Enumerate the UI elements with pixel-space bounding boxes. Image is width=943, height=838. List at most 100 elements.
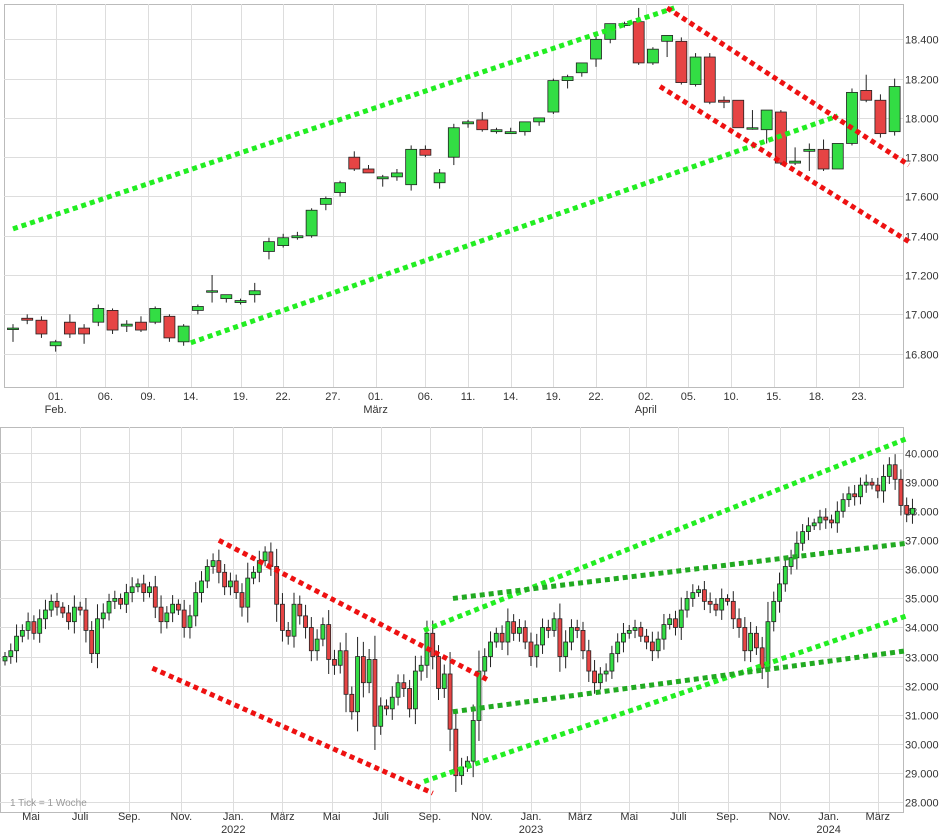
candle-down [898, 478, 904, 506]
candle-up [191, 306, 204, 311]
y-tick-label: 34.000 [905, 623, 939, 635]
candle-up [910, 507, 915, 515]
y-tick-label: 17.000 [905, 310, 939, 322]
candle-down [303, 615, 308, 628]
candle-up [234, 300, 247, 303]
candle-up [441, 673, 447, 689]
candle-up [886, 464, 892, 477]
candle-up [800, 531, 806, 544]
candle-down [158, 606, 164, 623]
candle-down [436, 656, 441, 689]
candle-up [7, 327, 19, 330]
x-tick-label: 02. [638, 391, 653, 403]
candle-up [561, 76, 574, 81]
y-tick-label: 29.000 [905, 769, 939, 781]
candle-up [647, 48, 659, 64]
candle-up [519, 121, 531, 133]
x-tick-sublabel: April [635, 404, 657, 416]
candle-down [511, 621, 517, 634]
candle-up [206, 290, 218, 293]
candle-up [395, 682, 401, 698]
candle-up [123, 592, 129, 605]
candle-down [557, 618, 563, 657]
candle-up [661, 624, 667, 640]
candle-down [592, 670, 597, 684]
trendline-up [452, 540, 907, 601]
candle-down [21, 317, 34, 321]
candle-up [412, 670, 418, 710]
x-tick-label: 27. [325, 391, 340, 403]
candle-up [120, 323, 133, 327]
candle-down [308, 627, 314, 652]
x-tick-label: Juli [670, 811, 687, 823]
x-tick-label: 06. [98, 391, 113, 403]
candle-down [649, 641, 655, 652]
x-tick-label: 05. [681, 391, 696, 403]
candle-up [488, 641, 493, 657]
candle-down [83, 609, 89, 631]
candle-up [615, 641, 621, 655]
candle-down [349, 693, 355, 713]
candle-up [789, 160, 801, 164]
candle-up [391, 172, 403, 178]
candle-down [860, 90, 873, 101]
trendline-down [658, 84, 911, 244]
candle-up [376, 176, 389, 180]
candle-up [204, 566, 210, 582]
x-tick-label: 01. [48, 391, 63, 403]
candle-down [54, 600, 60, 608]
candle-up [319, 198, 332, 205]
y-tick-label: 17.600 [905, 192, 939, 204]
y-tick-label: 18.400 [905, 35, 939, 47]
candle-up [476, 670, 482, 721]
x-tick-label: 19. [546, 391, 561, 403]
candle-up [100, 612, 106, 620]
candle-up [811, 522, 817, 527]
candle-down [141, 583, 147, 594]
candle-down [476, 119, 489, 131]
x-tick-label: Jan. [223, 811, 244, 823]
candle-up [337, 650, 343, 666]
candle-down [233, 580, 239, 594]
y-tick-label: 32.000 [905, 682, 939, 694]
candle-down [372, 659, 378, 727]
candle-up [834, 510, 840, 524]
x-tick-label: 14. [183, 391, 198, 403]
candle-up [788, 557, 794, 567]
candle-up [170, 603, 176, 614]
candle-up [470, 720, 476, 762]
candle-up [719, 598, 725, 611]
candle-down [638, 627, 644, 637]
candle-down [181, 609, 187, 628]
candle-down [384, 705, 389, 710]
candle-down [829, 519, 834, 524]
candle-up [881, 475, 886, 492]
x-tick-label: 15. [766, 391, 781, 403]
candle-down [632, 21, 645, 64]
candle-up [547, 80, 560, 113]
candle-down [362, 168, 375, 174]
candle-up [517, 627, 522, 634]
candle-down [874, 99, 887, 135]
candle-up [661, 35, 674, 42]
x-tick-label: 09. [140, 391, 155, 403]
y-tick-label: 37.000 [905, 536, 939, 548]
candle-down [453, 728, 459, 777]
x-tick-label: Sep. [716, 811, 739, 823]
candle-up [112, 598, 118, 602]
candle-up [590, 38, 602, 60]
candle-down [89, 629, 95, 655]
candle-down [430, 632, 436, 657]
candle-up [291, 603, 297, 637]
candle-up [291, 235, 304, 239]
candle-up [782, 566, 788, 585]
candle-up [684, 598, 690, 611]
candle-up [490, 129, 503, 133]
candle-up [696, 589, 701, 594]
candle-down [673, 618, 678, 628]
candle-up [418, 664, 424, 672]
candle-up [447, 127, 460, 158]
candle-up [245, 577, 251, 608]
candle-down [175, 603, 181, 611]
x-tick-label: 11. [461, 391, 475, 403]
